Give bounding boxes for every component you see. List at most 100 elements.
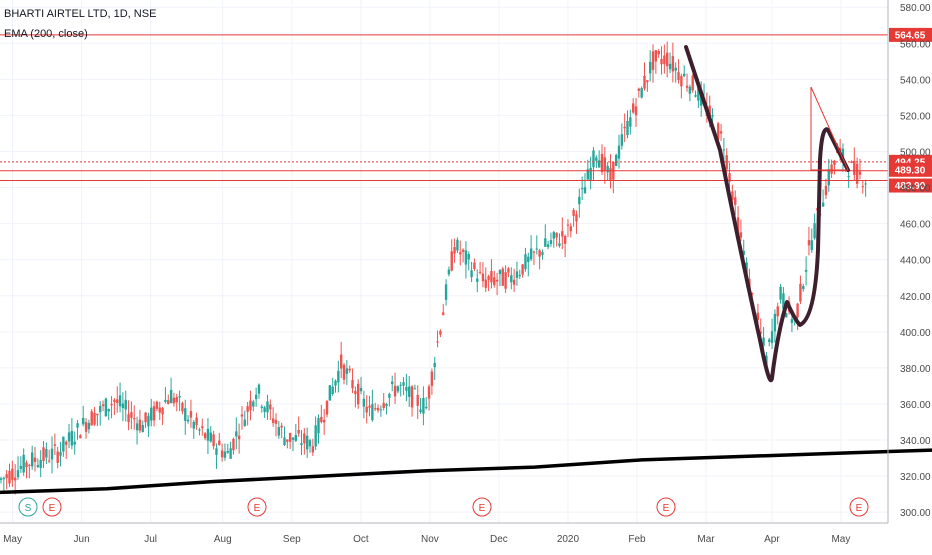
candle-body bbox=[376, 407, 380, 411]
candle-body bbox=[297, 429, 300, 434]
candle-body bbox=[325, 400, 329, 415]
candle-body bbox=[280, 425, 283, 428]
candle-body bbox=[413, 388, 417, 390]
candle-body bbox=[416, 394, 419, 406]
candle-body bbox=[651, 51, 655, 70]
candle-body bbox=[246, 406, 249, 412]
y-tick-label: 420.00 bbox=[900, 292, 931, 303]
candle-body bbox=[861, 186, 864, 188]
candle-body bbox=[405, 386, 408, 391]
candle-body bbox=[847, 176, 850, 178]
candle-body bbox=[215, 448, 218, 455]
candle-body bbox=[308, 440, 312, 447]
candle-body bbox=[260, 406, 264, 408]
candle-body bbox=[606, 165, 609, 173]
candle-body bbox=[382, 402, 385, 409]
candle-body bbox=[850, 161, 853, 163]
candle-body bbox=[572, 209, 575, 216]
candle-body bbox=[254, 394, 258, 400]
candle-body bbox=[16, 470, 20, 478]
candle-body bbox=[36, 464, 40, 467]
earnings-marker-label: E bbox=[49, 503, 56, 514]
candle-body bbox=[751, 292, 754, 295]
candle-body bbox=[410, 386, 414, 408]
candle-body bbox=[853, 160, 856, 175]
candle-body bbox=[189, 411, 193, 418]
x-tick-label: Oct bbox=[353, 534, 369, 545]
candle-body bbox=[546, 244, 550, 248]
candle-body bbox=[490, 271, 493, 283]
candle-body bbox=[476, 278, 479, 282]
candle-body bbox=[263, 407, 266, 412]
indicator-legend[interactable]: EMA (200, close) bbox=[4, 28, 88, 40]
candle-body bbox=[535, 248, 538, 250]
candle-body bbox=[524, 254, 527, 270]
candle-body bbox=[419, 409, 422, 412]
candle-body bbox=[195, 417, 198, 426]
x-tick-label: Dec bbox=[490, 534, 508, 545]
candle-body bbox=[858, 171, 862, 175]
y-tick-label: 520.00 bbox=[900, 111, 931, 122]
candle-body bbox=[65, 441, 68, 445]
candle-body bbox=[288, 433, 292, 442]
candle-body bbox=[82, 417, 85, 425]
price-tag bbox=[889, 27, 932, 42]
candle-body bbox=[135, 423, 139, 431]
candle-body bbox=[790, 319, 794, 323]
candle-body bbox=[223, 451, 227, 458]
candle-body bbox=[130, 412, 133, 418]
y-tick-label: 460.00 bbox=[900, 220, 931, 231]
candle-body bbox=[67, 432, 71, 442]
candle-body bbox=[685, 85, 689, 88]
candle-body bbox=[768, 339, 771, 342]
candle-body bbox=[391, 381, 394, 384]
candle-body bbox=[138, 419, 142, 431]
candle-body bbox=[646, 80, 649, 83]
earnings-marker-label: E bbox=[663, 503, 670, 514]
candle-body bbox=[365, 406, 368, 413]
candle-body bbox=[73, 441, 76, 445]
y-tick-label: 380.00 bbox=[900, 364, 931, 375]
candle-body bbox=[779, 286, 782, 300]
candle-body bbox=[804, 269, 808, 272]
candle-body bbox=[317, 418, 320, 434]
candle-body bbox=[33, 457, 37, 463]
candle-body bbox=[773, 313, 777, 332]
candle-body bbox=[144, 412, 147, 423]
candle-body bbox=[796, 303, 799, 318]
candle-body bbox=[739, 232, 743, 238]
candle-body bbox=[322, 419, 326, 423]
candle-body bbox=[512, 279, 516, 285]
candle-body bbox=[467, 254, 470, 260]
candle-body bbox=[25, 462, 28, 468]
candle-body bbox=[184, 408, 187, 421]
candle-body bbox=[374, 408, 377, 410]
candle-body bbox=[464, 250, 468, 265]
candle-body bbox=[252, 401, 255, 407]
candle-body bbox=[759, 331, 762, 334]
candle-body bbox=[484, 279, 487, 288]
y-tick-label: 320.00 bbox=[900, 472, 931, 483]
candle-body bbox=[680, 76, 683, 87]
candle-body bbox=[620, 134, 624, 146]
candle-body bbox=[271, 418, 275, 424]
candle-body bbox=[717, 123, 720, 140]
candle-body bbox=[175, 397, 178, 403]
candle-body bbox=[430, 371, 434, 386]
earnings-marker-label: E bbox=[856, 503, 863, 514]
candle-body bbox=[833, 160, 836, 165]
candle-body bbox=[150, 407, 153, 421]
candle-body bbox=[408, 386, 411, 397]
candle-body bbox=[510, 275, 513, 283]
candle-body bbox=[99, 406, 102, 413]
candle-body bbox=[101, 404, 105, 407]
candle-body bbox=[305, 435, 309, 450]
candle-body bbox=[841, 148, 845, 162]
candle-body bbox=[799, 283, 802, 302]
candle-body bbox=[277, 427, 281, 436]
candle-body bbox=[39, 459, 42, 468]
y-tick-label: 360.00 bbox=[900, 400, 931, 411]
candle-body bbox=[473, 262, 476, 270]
